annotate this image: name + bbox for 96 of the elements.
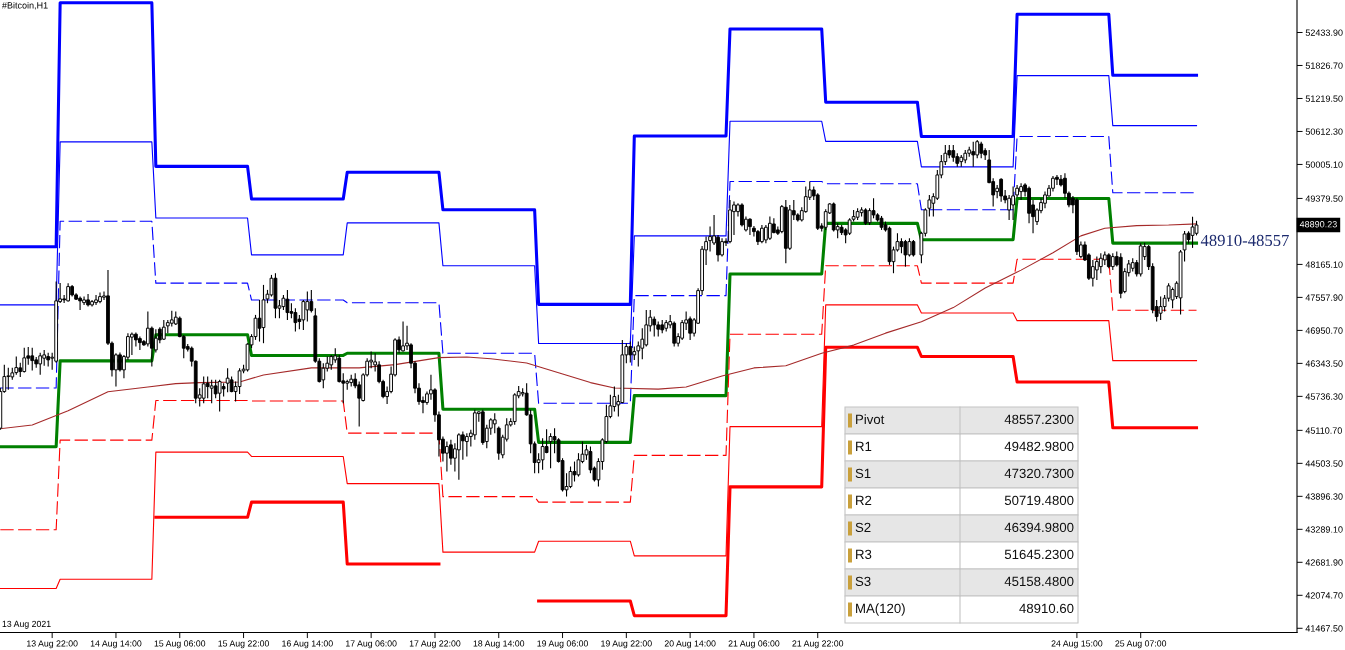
candlestick <box>445 440 449 473</box>
candlestick <box>237 367 242 395</box>
x-tick-label: 14 Aug 14:00 <box>90 640 142 649</box>
candlestick <box>540 437 545 471</box>
x-tick-label: 18 Aug 14:00 <box>473 640 525 649</box>
candlestick <box>138 336 142 351</box>
x-tick-label: 19 Aug 06:00 <box>537 640 588 649</box>
candlestick <box>153 328 158 354</box>
annotation: R1 <box>856 441 872 451</box>
annotation: 48910.60 <box>1019 603 1074 614</box>
y-tick-label: 44503.50 <box>1305 460 1343 467</box>
x-tick-label: 15 Aug 06:00 <box>154 640 206 649</box>
candlestick <box>201 376 206 404</box>
candlestick <box>456 432 461 481</box>
x-tick-label: 17 Aug 22:00 <box>409 640 461 649</box>
candlestick <box>301 299 306 331</box>
annotation: 50719.4800 <box>1004 495 1074 506</box>
annotation: 48557.2300 <box>1004 414 1074 425</box>
y-tick-label: 43289.10 <box>1305 526 1343 533</box>
y-tick-label: 50005.10 <box>1305 161 1343 168</box>
y-tick-label: 42681.90 <box>1305 559 1343 566</box>
x-tick-label: 21 Aug 06:00 <box>728 640 780 649</box>
x-tick-label: 24 Aug 15:00 <box>1051 640 1103 649</box>
annotation: 13 Aug 2021 <box>2 620 51 629</box>
candlestick <box>472 409 477 441</box>
candlestick <box>401 321 405 353</box>
candlestick <box>971 141 976 168</box>
candlestick <box>1019 182 1023 201</box>
y-tick-label: 45110.70 <box>1305 427 1342 434</box>
y-tick-label: 45736.30 <box>1305 393 1343 400</box>
candlestick <box>572 460 577 483</box>
candlestick <box>688 315 693 341</box>
candlestick <box>871 197 876 219</box>
candlestick <box>305 291 310 323</box>
annotation: S2 <box>855 522 871 533</box>
y-tick-label: 46950.70 <box>1305 327 1343 334</box>
candlestick <box>78 296 82 311</box>
candlestick <box>740 202 744 228</box>
candlestick <box>464 432 469 458</box>
candlestick <box>636 341 641 368</box>
chart-title: #Bitcoin,H1 <box>1 1 48 10</box>
candlestick <box>1098 252 1103 274</box>
candlestick <box>209 379 214 404</box>
annotation: S1 <box>855 468 871 479</box>
candlestick <box>94 294 98 306</box>
candlestick <box>38 352 43 376</box>
y-tick-label: 46343.50 <box>1305 360 1343 367</box>
y-tick-label: 50612.30 <box>1305 128 1343 135</box>
candlestick <box>1158 296 1163 321</box>
annotation: Pivot <box>856 414 885 425</box>
candlestick <box>903 239 908 268</box>
candlestick <box>217 379 222 413</box>
annotation: 45158.4800 <box>1004 576 1074 587</box>
candlestick <box>720 237 724 258</box>
x-tick-label: 19 Aug 22:00 <box>601 640 652 649</box>
annotation: R3 <box>856 549 872 560</box>
candlestick <box>205 376 210 399</box>
x-tick-label: 17 Aug 06:00 <box>346 640 397 649</box>
x-tick-label: 13 Aug 22:00 <box>27 640 78 649</box>
candlestick <box>1011 186 1015 221</box>
y-tick-label: 52433.90 <box>1305 29 1343 36</box>
line-series <box>0 223 1198 430</box>
x-tick-label: 21 Aug 22:00 <box>792 640 844 649</box>
candlestick <box>130 332 134 356</box>
candlestick <box>161 319 166 341</box>
x-tick-label: 15 Aug 22:00 <box>218 640 270 649</box>
candlestick <box>748 217 752 236</box>
candlestick <box>767 216 772 241</box>
annotation: 49482.9800 <box>1004 441 1074 452</box>
annotation: 48910-48557 <box>1200 234 1289 247</box>
candlestick <box>760 224 764 244</box>
x-tick-label: 16 Aug 14:00 <box>282 640 333 649</box>
candlestick <box>460 430 465 461</box>
y-tick-label: 51826.70 <box>1305 62 1343 69</box>
y-tick-label: 42074.70 <box>1305 592 1343 599</box>
x-tick-label: 25 Aug 07:00 <box>1115 640 1167 649</box>
x-tick-label: 20 Aug 14:00 <box>664 640 716 649</box>
y-tick-label: 47557.90 <box>1305 294 1343 301</box>
candlestick <box>999 177 1004 203</box>
annotation: S3 <box>855 576 871 587</box>
candlestick <box>66 282 70 303</box>
candlestick <box>225 367 230 393</box>
candlestick <box>548 432 553 469</box>
candlestick <box>309 289 314 314</box>
y-tick-label: 51219.50 <box>1305 95 1343 102</box>
annotation: MA(120) <box>856 603 905 616</box>
candlestick <box>321 362 326 389</box>
annotation: R2 <box>856 495 872 505</box>
annotation: 47320.7300 <box>1004 468 1074 479</box>
annotation: 48890.23 <box>1299 221 1337 228</box>
y-tick-label: 49379.50 <box>1305 195 1343 202</box>
annotation: 46394.9800 <box>1004 522 1074 533</box>
y-tick-label: 41467.50 <box>1305 625 1343 632</box>
y-tick-label: 43896.30 <box>1305 493 1343 500</box>
y-tick-label: 48165.10 <box>1305 261 1343 268</box>
annotation: 51645.2300 <box>1004 549 1074 560</box>
